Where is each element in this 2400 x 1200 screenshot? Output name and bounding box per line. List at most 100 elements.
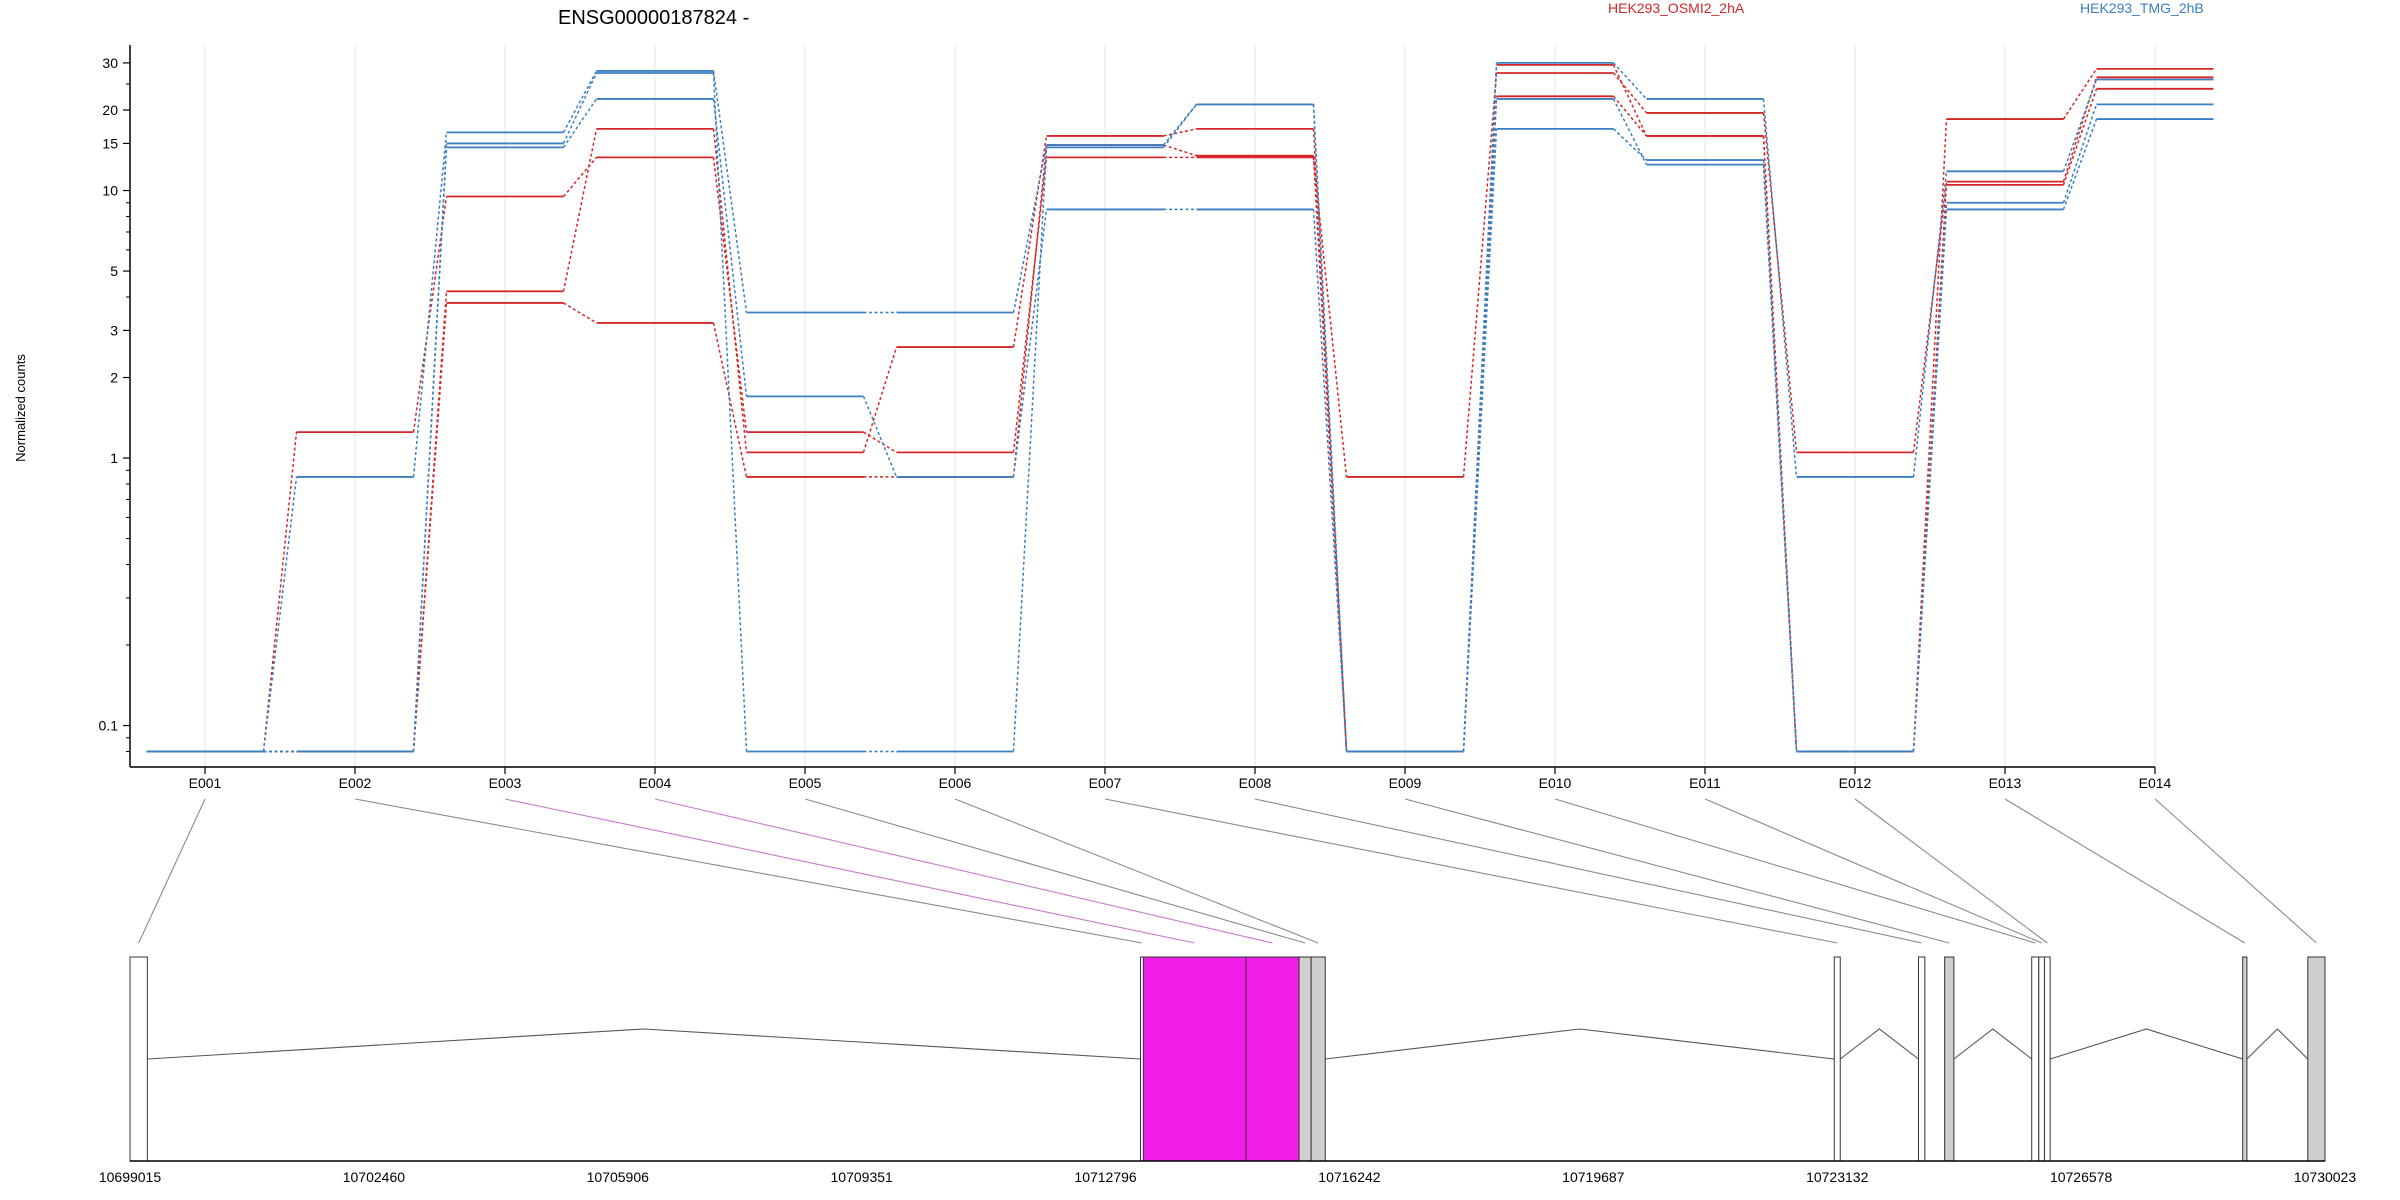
series-transition <box>1612 64 1648 137</box>
series-transition <box>562 128 598 292</box>
exon-E010 <box>2031 956 2040 1162</box>
connector-E008 <box>1254 798 1922 944</box>
series-transition <box>2062 104 2098 204</box>
connector-E010 <box>1554 798 2036 944</box>
series-transition <box>412 132 448 478</box>
connector-E007 <box>1104 798 1838 944</box>
exon-E009 <box>1944 956 1955 1162</box>
connector-E003 <box>504 798 1195 944</box>
series-transition <box>1312 209 1348 752</box>
y-tick-label: 15 <box>102 135 118 151</box>
series-transition <box>262 476 298 752</box>
intron-line <box>2246 1028 2309 1060</box>
series-transition <box>1312 157 1348 478</box>
y-tick-label: 0.1 <box>99 718 119 734</box>
series-transition <box>1912 202 1948 752</box>
coordinate-tick-label: 10719687 <box>1562 1169 1625 1185</box>
y-tick-label: 3 <box>110 322 118 338</box>
series-transition <box>862 396 898 478</box>
y-tick-label: 10 <box>102 183 118 199</box>
coordinate-tick-label: 10705906 <box>587 1169 650 1185</box>
series-transition <box>862 346 898 453</box>
y-axis: 0.1 1 2 3 5 10 15 20 30 <box>99 45 131 767</box>
coordinate-tick-label: 10712796 <box>1074 1169 1137 1185</box>
series-1 <box>146 63 2214 753</box>
gene-model: 10699015 10702460 10705906 10709351 10712796… <box>99 956 2357 1185</box>
exon-E011 <box>2038 956 2045 1162</box>
series-transition <box>563 302 597 324</box>
series-transition <box>562 98 598 148</box>
series-transition <box>1912 119 1948 752</box>
exon-E008 <box>1917 956 1926 1162</box>
series-transition <box>2062 79 2098 172</box>
exon-E012 <box>2043 956 2051 1162</box>
series-transition <box>1012 144 1048 478</box>
series-transition <box>1612 128 1648 161</box>
x-tick-label: E005 <box>789 775 822 791</box>
coordinate-tick-label: 10726578 <box>2050 1169 2113 1185</box>
series-transition <box>1612 95 1648 137</box>
coordinate-tick-label: 10709351 <box>831 1169 894 1185</box>
series-transition <box>1462 72 1498 477</box>
y-tick-label: 2 <box>110 370 118 386</box>
exon-E003 <box>1142 956 1247 1162</box>
series-transition <box>1612 98 1648 165</box>
y-tick-label: 1 <box>110 450 118 466</box>
connector-E009 <box>1404 798 1950 944</box>
x-tick-label: E011 <box>1689 775 1721 791</box>
series-transition <box>1012 144 1048 313</box>
connector-E013 <box>2004 798 2246 944</box>
series-transition <box>412 302 448 752</box>
connector-E001 <box>138 798 206 944</box>
intron-line <box>1325 1028 1835 1060</box>
intron-line <box>2049 1028 2243 1060</box>
x-tick-label: E010 <box>1539 775 1572 791</box>
intron-line <box>1953 1028 2033 1060</box>
series-transition <box>1312 155 1348 752</box>
intron-line <box>1839 1028 1919 1060</box>
series-transition <box>2062 77 2098 182</box>
x-tick-label: E004 <box>639 775 672 791</box>
exon-E006 <box>1310 956 1326 1162</box>
x-tick-label: E002 <box>339 775 372 791</box>
intron-line <box>147 1028 1141 1060</box>
coordinate-tick-label: 10716242 <box>1318 1169 1381 1185</box>
series-transition <box>1012 147 1048 752</box>
y-tick-label: 20 <box>102 102 118 118</box>
series-transition <box>562 156 598 197</box>
exon-E014 <box>2307 956 2326 1162</box>
series-2 <box>146 67 2214 753</box>
x-tick-label: E013 <box>1989 775 2022 791</box>
connector-E004 <box>654 798 1273 944</box>
legend-label-osmi2: HEK293_OSMI2_2hA <box>1608 0 1745 16</box>
x-tick-label: E001 <box>189 775 222 791</box>
series-lines <box>146 62 2214 753</box>
series-transition <box>262 432 298 752</box>
series-transition <box>1312 128 1348 752</box>
x-tick-label: E007 <box>1089 775 1122 791</box>
connector-E006 <box>954 798 1319 944</box>
series-transition <box>1912 181 1948 752</box>
series-transition <box>562 70 598 133</box>
x-tick-label: E006 <box>939 775 972 791</box>
exon-E005 <box>1298 956 1312 1162</box>
coordinate-tick-label: 10730023 <box>2294 1169 2357 1185</box>
series-transition <box>1163 128 1197 137</box>
coordinate-tick-label: 10699015 <box>99 1169 162 1185</box>
series-transition <box>712 128 748 453</box>
legend-label-tmg: HEK293_TMG_2hB <box>2080 0 2204 16</box>
series-transition <box>562 72 598 144</box>
series-0 <box>146 72 2214 753</box>
connector-E012 <box>1854 798 2048 944</box>
connector-E002 <box>354 798 1143 944</box>
series-transition <box>412 143 448 752</box>
series-transition <box>712 70 748 313</box>
series-transition <box>1163 144 1197 157</box>
series-transition <box>1612 62 1648 100</box>
exon-E013 <box>2242 956 2248 1162</box>
y-tick-label: 5 <box>110 263 118 279</box>
x-tick-label: E008 <box>1239 775 1272 791</box>
y-axis-label: Normalized counts <box>13 354 28 462</box>
series-transition <box>712 72 748 752</box>
connector-E014 <box>2154 798 2317 944</box>
